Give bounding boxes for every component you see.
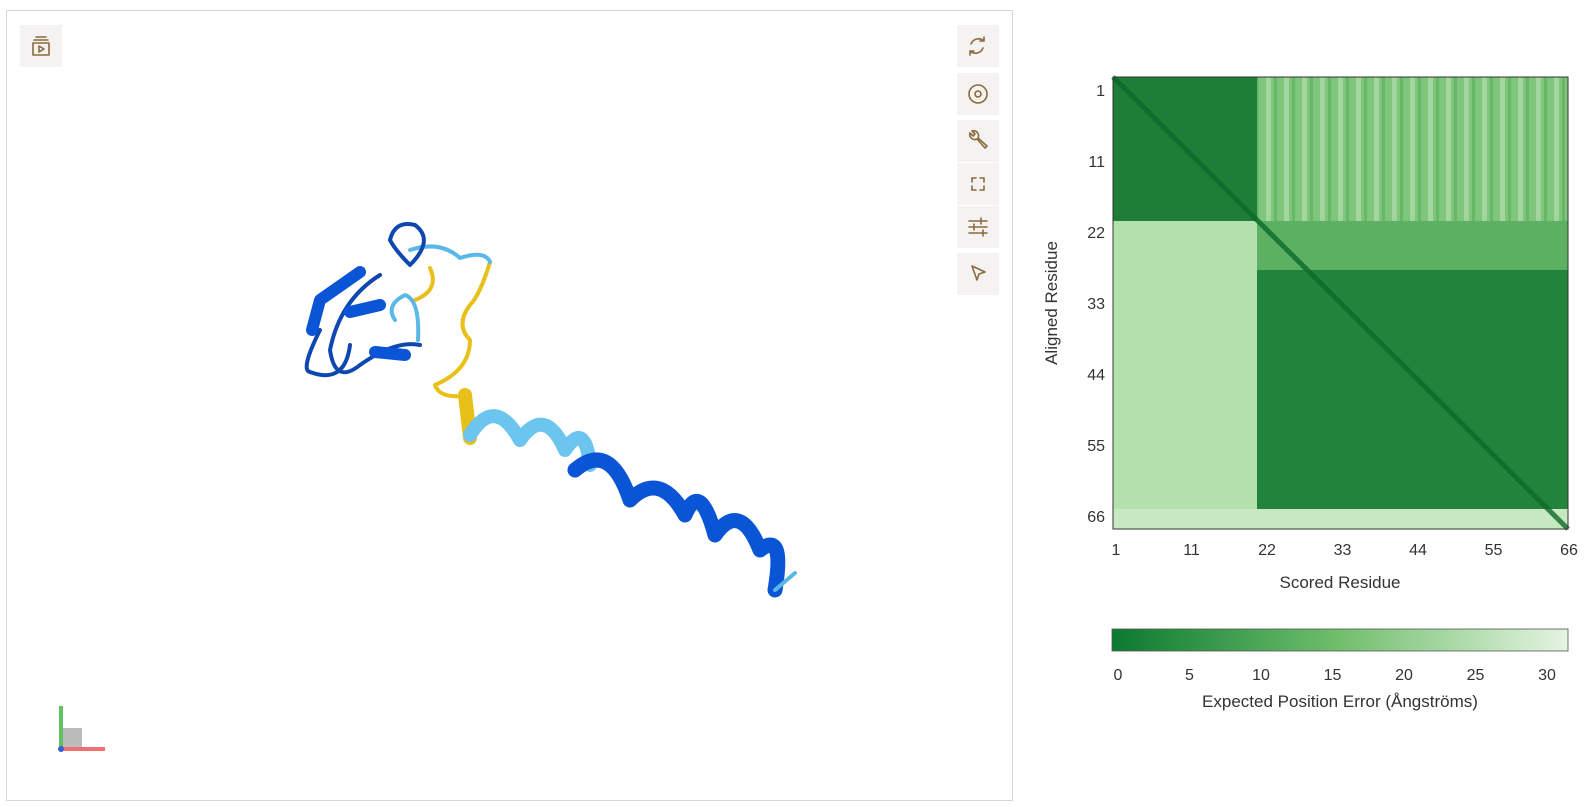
- pae-plot: Aligned Residue Scored Residue 111223344…: [1042, 77, 1578, 592]
- y-tick-label: 33: [1087, 296, 1105, 313]
- y-tick-label: 66: [1087, 509, 1105, 526]
- colorbar-gradient: [1112, 629, 1568, 651]
- heatmap: [1113, 77, 1568, 529]
- colorbar-tick-label: 30: [1538, 667, 1556, 684]
- y-tick-label: 11: [1088, 154, 1105, 171]
- x-axis-label: Scored Residue: [1280, 573, 1401, 592]
- tools-button[interactable]: [957, 120, 999, 162]
- heat-region: [1257, 221, 1568, 270]
- colorbar-label: Expected Position Error (Ångströms): [1202, 692, 1478, 711]
- button-bg: [957, 253, 999, 295]
- x-tick-label: 66: [1560, 542, 1578, 559]
- colorbar-tick-label: 0: [1114, 667, 1123, 684]
- x-tick-label: 11: [1183, 542, 1200, 559]
- y-tick-label: 22: [1087, 225, 1105, 242]
- select-button[interactable]: [957, 253, 999, 295]
- x-tick-label: 1: [1112, 542, 1121, 559]
- y-tick-label: 1: [1096, 83, 1105, 100]
- y-tick-label: 44: [1087, 367, 1105, 384]
- heat-region: [1113, 509, 1568, 529]
- colorbar-tick-label: 15: [1324, 667, 1342, 684]
- button-bg: [957, 73, 999, 115]
- icon: [969, 218, 987, 236]
- colorbar-tick-label: 10: [1252, 667, 1270, 684]
- colorbar: 0 5 10 15 20 25 30 Expected Position Error (Ån…: [1112, 629, 1568, 711]
- colorbar-tick-label: 5: [1185, 667, 1194, 684]
- page: Aligned Residue Scored Residue 111223344…: [0, 0, 1590, 802]
- gizmo-z: [58, 746, 64, 752]
- colorbar-tick-label: 20: [1395, 667, 1413, 684]
- y-axis-label: Aligned Residue: [1042, 241, 1061, 365]
- x-tick-label: 33: [1334, 542, 1352, 559]
- x-tick-label: 44: [1409, 542, 1427, 559]
- button-bg: [20, 25, 62, 67]
- button-bg: [957, 163, 999, 205]
- camera-button[interactable]: [957, 73, 999, 115]
- screen: Aligned Residue Scored Residue 111223344…: [0, 0, 1590, 802]
- heat-region: [1257, 77, 1568, 221]
- colorbar-tick-label: 25: [1467, 667, 1485, 684]
- button-bg: [957, 25, 999, 67]
- heat-region: [1113, 221, 1257, 509]
- x-tick-label: 22: [1258, 542, 1276, 559]
- play-button[interactable]: [20, 25, 62, 67]
- fullscreen-button[interactable]: [957, 163, 999, 205]
- settings-button[interactable]: [957, 206, 999, 248]
- x-tick-label: 55: [1485, 542, 1503, 559]
- viewer: [7, 11, 1013, 801]
- toolbar: [957, 25, 999, 295]
- y-tick-label: 55: [1087, 438, 1105, 455]
- gizmo-plane: [62, 728, 82, 748]
- viewer-frame: [7, 11, 1013, 801]
- rotate-button[interactable]: [957, 25, 999, 67]
- heat-region: [1257, 270, 1568, 509]
- colorbar-ticks: 0 5 10 15 20 25 30: [1114, 667, 1556, 684]
